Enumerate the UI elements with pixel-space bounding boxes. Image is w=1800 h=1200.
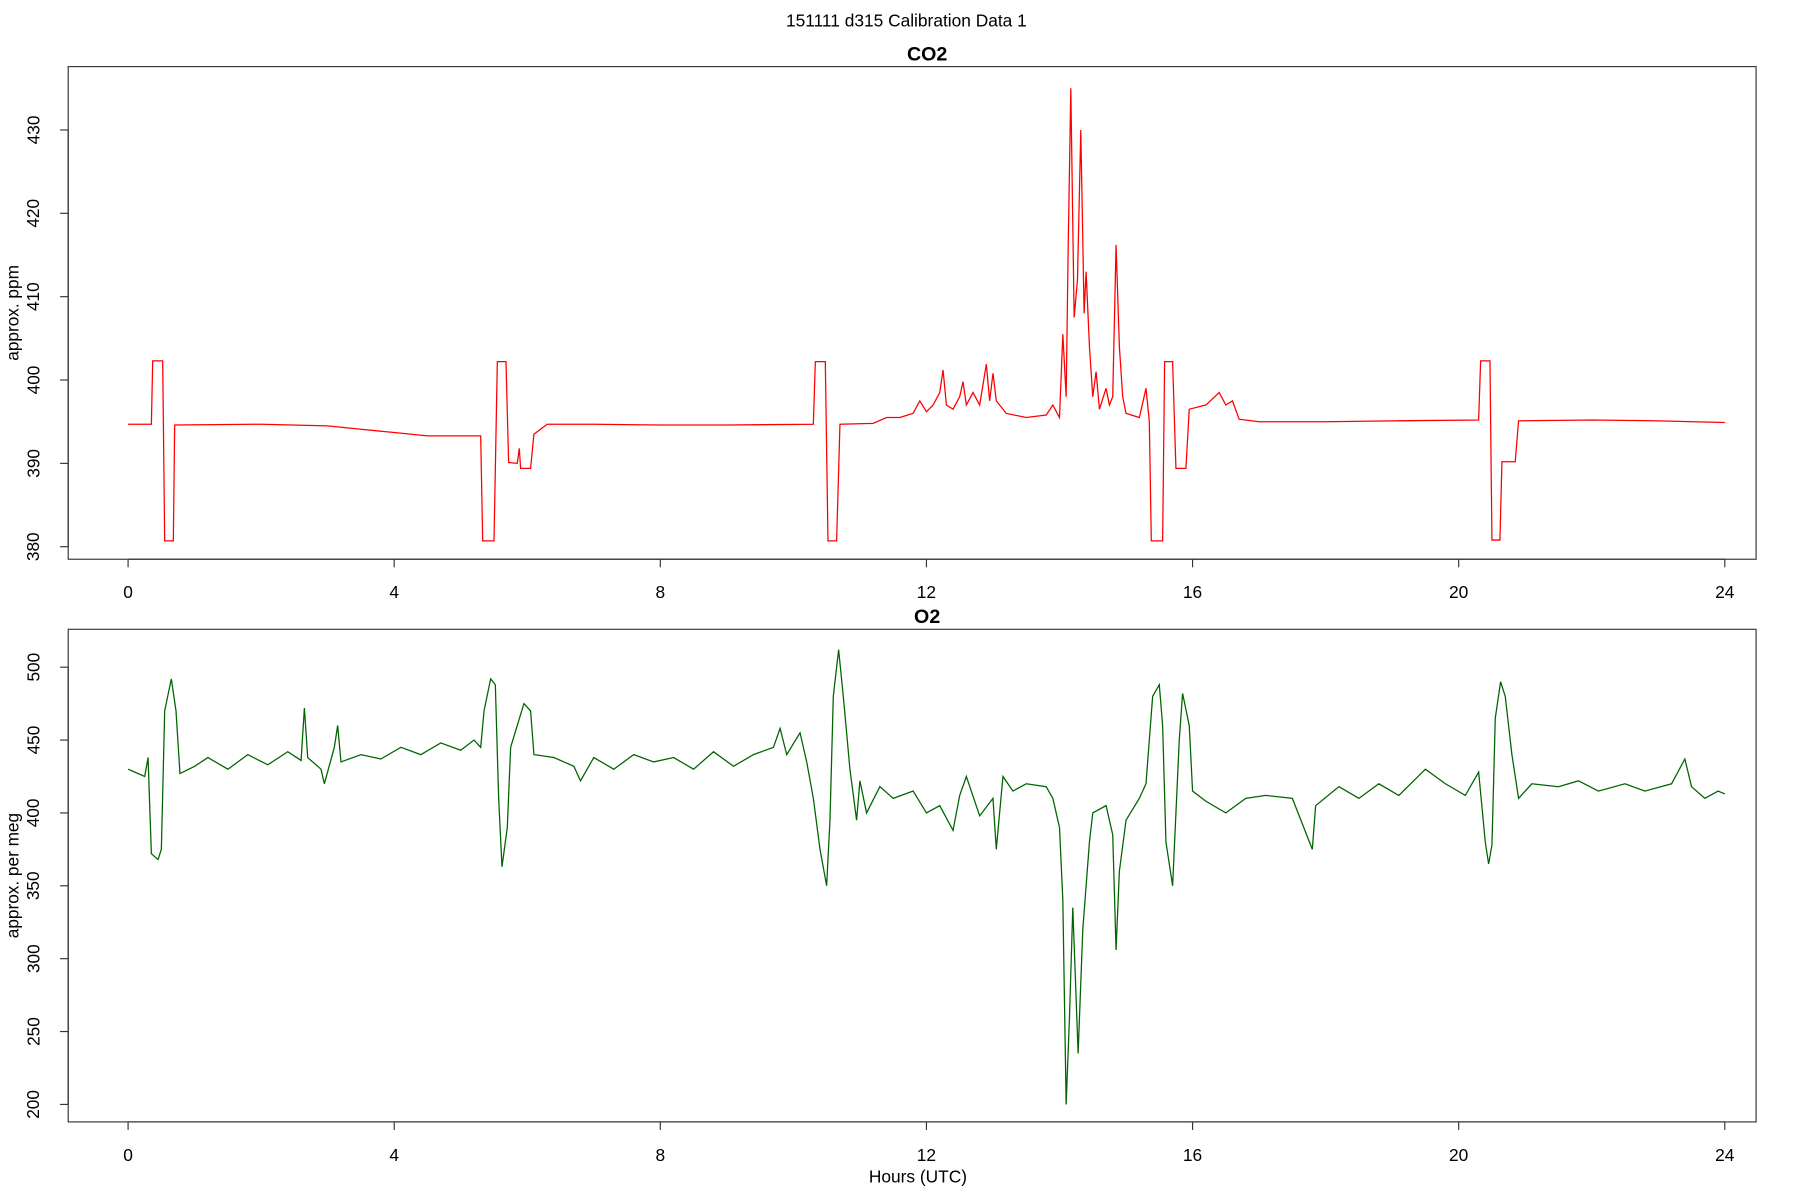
y-tick-label: 350 (23, 871, 43, 900)
x-tick-label: 12 (917, 1145, 936, 1165)
chart-title: CO2 (907, 43, 948, 65)
y-tick-label: 400 (23, 366, 43, 395)
y-tick-label: 430 (23, 116, 43, 145)
y-tick-label: 250 (23, 1017, 43, 1046)
y-tick-label: 300 (23, 944, 43, 973)
page-title: 151111 d315 Calibration Data 1 (786, 10, 1027, 30)
x-tick-label: 0 (123, 582, 133, 602)
y-tick-label: 450 (23, 726, 43, 755)
plot-frame (67, 66, 1757, 560)
x-tick-label: 8 (656, 582, 666, 602)
data-line (128, 88, 1725, 542)
x-tick-label: 20 (1449, 582, 1468, 602)
y-axis-label: approx. ppm (2, 265, 22, 361)
plot-frame (67, 628, 1757, 1123)
y-tick-label: 380 (23, 532, 43, 561)
y-tick-label: 390 (23, 449, 43, 478)
x-tick-label: 24 (1715, 1145, 1735, 1165)
data-line (127, 649, 1726, 1105)
x-tick-label: 0 (123, 1145, 133, 1165)
x-tick-label: 12 (917, 582, 936, 602)
y-axis-label: approx. per meg (2, 813, 22, 938)
x-axis-label: Hours (UTC) (869, 1167, 967, 1187)
y-tick-label: 420 (23, 199, 43, 228)
x-tick-label: 20 (1449, 1145, 1468, 1165)
y-tick-label: 410 (23, 282, 43, 311)
y-tick-label: 400 (23, 799, 43, 828)
y-tick-label: 200 (23, 1090, 43, 1119)
x-tick-label: 8 (656, 1145, 666, 1165)
x-tick-label: 16 (1183, 1145, 1202, 1165)
x-tick-label: 4 (389, 582, 399, 602)
x-tick-label: 4 (389, 1145, 399, 1165)
x-tick-label: 24 (1715, 582, 1735, 602)
x-tick-label: 16 (1183, 582, 1202, 602)
chart-title: O2 (914, 606, 940, 628)
y-tick-label: 500 (23, 653, 43, 682)
